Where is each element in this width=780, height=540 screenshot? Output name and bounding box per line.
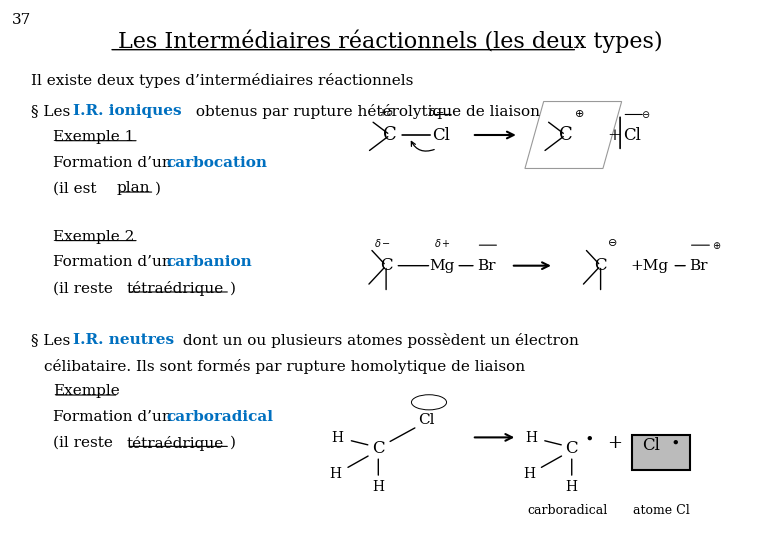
Text: célibataire. Ils sont formés par rupture homolytique de liaison: célibataire. Ils sont formés par rupture… (44, 359, 526, 374)
Text: I.R. neutres: I.R. neutres (73, 333, 174, 347)
Text: carbocation: carbocation (166, 156, 267, 170)
Text: Formation d’un: Formation d’un (53, 255, 176, 269)
Text: Exemple 2: Exemple 2 (53, 230, 134, 244)
Text: (il est: (il est (53, 181, 101, 195)
Text: Mg: Mg (430, 259, 455, 273)
Text: H: H (372, 480, 385, 494)
Text: $\delta-$: $\delta-$ (428, 106, 445, 118)
Text: $\bullet$: $\bullet$ (584, 430, 594, 444)
Text: ): ) (154, 181, 161, 195)
Text: ): ) (230, 281, 236, 295)
Text: tétraédrique: tétraédrique (126, 436, 224, 450)
Text: $\delta-$: $\delta-$ (374, 237, 391, 249)
Text: tétraédrique: tétraédrique (126, 281, 224, 296)
Text: Il existe deux types d’intermédiaires réactionnels: Il existe deux types d’intermédiaires ré… (31, 73, 413, 88)
Text: H: H (566, 480, 578, 494)
Text: carboradical: carboradical (528, 504, 608, 517)
Text: H: H (332, 431, 344, 446)
Text: H: H (523, 467, 535, 481)
Text: $\oplus$: $\oplus$ (712, 240, 722, 251)
Text: H: H (329, 467, 342, 481)
Text: C: C (558, 126, 573, 144)
Text: plan: plan (117, 181, 151, 195)
Text: § Les: § Les (31, 333, 76, 347)
Text: $\bullet$: $\bullet$ (670, 435, 679, 449)
Text: (il reste: (il reste (53, 436, 118, 450)
Text: 37: 37 (12, 14, 31, 28)
Text: +: + (608, 126, 628, 144)
Text: obtenus par rupture hétérolytique de liaison: obtenus par rupture hétérolytique de lia… (191, 104, 540, 119)
Text: Formation d’un: Formation d’un (53, 410, 176, 424)
Text: C: C (383, 126, 397, 144)
Text: § Les: § Les (31, 104, 76, 118)
Text: $\delta+$: $\delta+$ (434, 237, 451, 249)
Text: Exemple: Exemple (53, 384, 120, 398)
Text: Cl: Cl (432, 126, 449, 144)
Text: dont un ou plusieurs atomes possèdent un électron: dont un ou plusieurs atomes possèdent un… (178, 333, 579, 348)
Text: +: + (607, 434, 622, 452)
Text: $\ominus$: $\ominus$ (641, 109, 651, 120)
FancyArrowPatch shape (411, 141, 434, 151)
Text: Cl: Cl (623, 126, 640, 144)
FancyBboxPatch shape (632, 435, 690, 470)
Text: C: C (380, 257, 392, 274)
Text: Br: Br (690, 259, 708, 273)
Text: ): ) (230, 436, 236, 450)
Text: Les Intermédiaires réactionnels (les deux types): Les Intermédiaires réactionnels (les deu… (118, 30, 662, 53)
Text: C: C (594, 257, 607, 274)
Text: Formation d’un: Formation d’un (53, 156, 176, 170)
Text: carboradical: carboradical (166, 410, 273, 424)
Text: H: H (525, 431, 537, 446)
Text: $\ominus$: $\ominus$ (607, 238, 618, 248)
Text: C: C (372, 440, 385, 457)
Text: atome Cl: atome Cl (633, 504, 690, 517)
Text: $+\delta$: $+\delta$ (378, 106, 394, 118)
Text: C: C (566, 440, 578, 457)
Text: Cl: Cl (418, 413, 435, 427)
Text: +Mg: +Mg (630, 259, 668, 273)
Text: I.R. ioniques: I.R. ioniques (73, 104, 181, 118)
Text: Cl: Cl (643, 437, 660, 454)
Text: Exemple 1: Exemple 1 (53, 130, 134, 144)
Text: carbanion: carbanion (166, 255, 252, 269)
Text: $\oplus$: $\oplus$ (574, 108, 585, 119)
Text: (il reste: (il reste (53, 281, 118, 295)
Text: Br: Br (477, 259, 495, 273)
